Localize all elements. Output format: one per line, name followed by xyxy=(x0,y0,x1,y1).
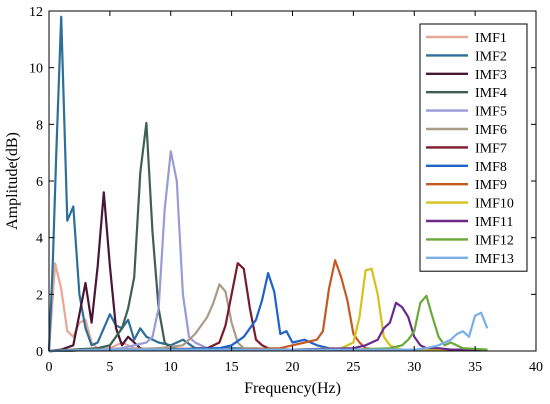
legend-label-imf10: IMF10 xyxy=(475,197,514,212)
y-tick-label: 12 xyxy=(29,5,43,20)
legend-label-imf2: IMF2 xyxy=(475,49,507,64)
legend-label-imf13: IMF13 xyxy=(475,252,514,267)
series-line-imf13 xyxy=(48,311,489,353)
legend-label-imf1: IMF1 xyxy=(475,31,507,46)
legend-label-imf4: IMF4 xyxy=(475,86,507,101)
x-tick-label: 40 xyxy=(529,360,543,375)
legend-label-imf8: IMF8 xyxy=(475,160,507,175)
y-tick-label: 0 xyxy=(36,345,43,360)
x-tick-label: 20 xyxy=(286,360,300,375)
y-axis: 0 2 4 6 8 10 12 xyxy=(29,5,536,360)
x-tick-label: 5 xyxy=(106,360,113,375)
x-tick-label: 30 xyxy=(407,360,421,375)
y-axis-label: Amplitude(dB) xyxy=(4,132,21,230)
y-tick-label: 2 xyxy=(36,288,43,303)
x-axis-label: Frequency(Hz) xyxy=(244,380,341,397)
legend-label-imf7: IMF7 xyxy=(475,141,507,156)
x-tick-label: 15 xyxy=(225,360,239,375)
x-tick-label: 35 xyxy=(468,360,482,375)
x-tick-label: 25 xyxy=(346,360,360,375)
legend-label-imf5: IMF5 xyxy=(475,105,507,120)
legend-label-imf12: IMF12 xyxy=(475,233,514,248)
legend-label-imf3: IMF3 xyxy=(475,68,507,83)
legend-label-imf6: IMF6 xyxy=(475,123,507,138)
legend-label-imf9: IMF9 xyxy=(475,178,507,193)
legend-label-imf11: IMF11 xyxy=(475,215,513,230)
legend: IMF1 IMF2 IMF3 IMF4 IMF5 IMF6 IMF7 IMF8 IMF9 IMF1… xyxy=(419,23,528,272)
x-tick-label: 0 xyxy=(46,360,53,375)
y-tick-label: 4 xyxy=(36,232,43,247)
x-tick-label: 10 xyxy=(164,360,178,375)
y-tick-label: 6 xyxy=(36,175,43,190)
y-tick-label: 8 xyxy=(36,118,43,133)
y-tick-label: 10 xyxy=(29,62,43,77)
x-axis: 0 5 10 15 20 25 30 35 40 xyxy=(46,11,543,375)
